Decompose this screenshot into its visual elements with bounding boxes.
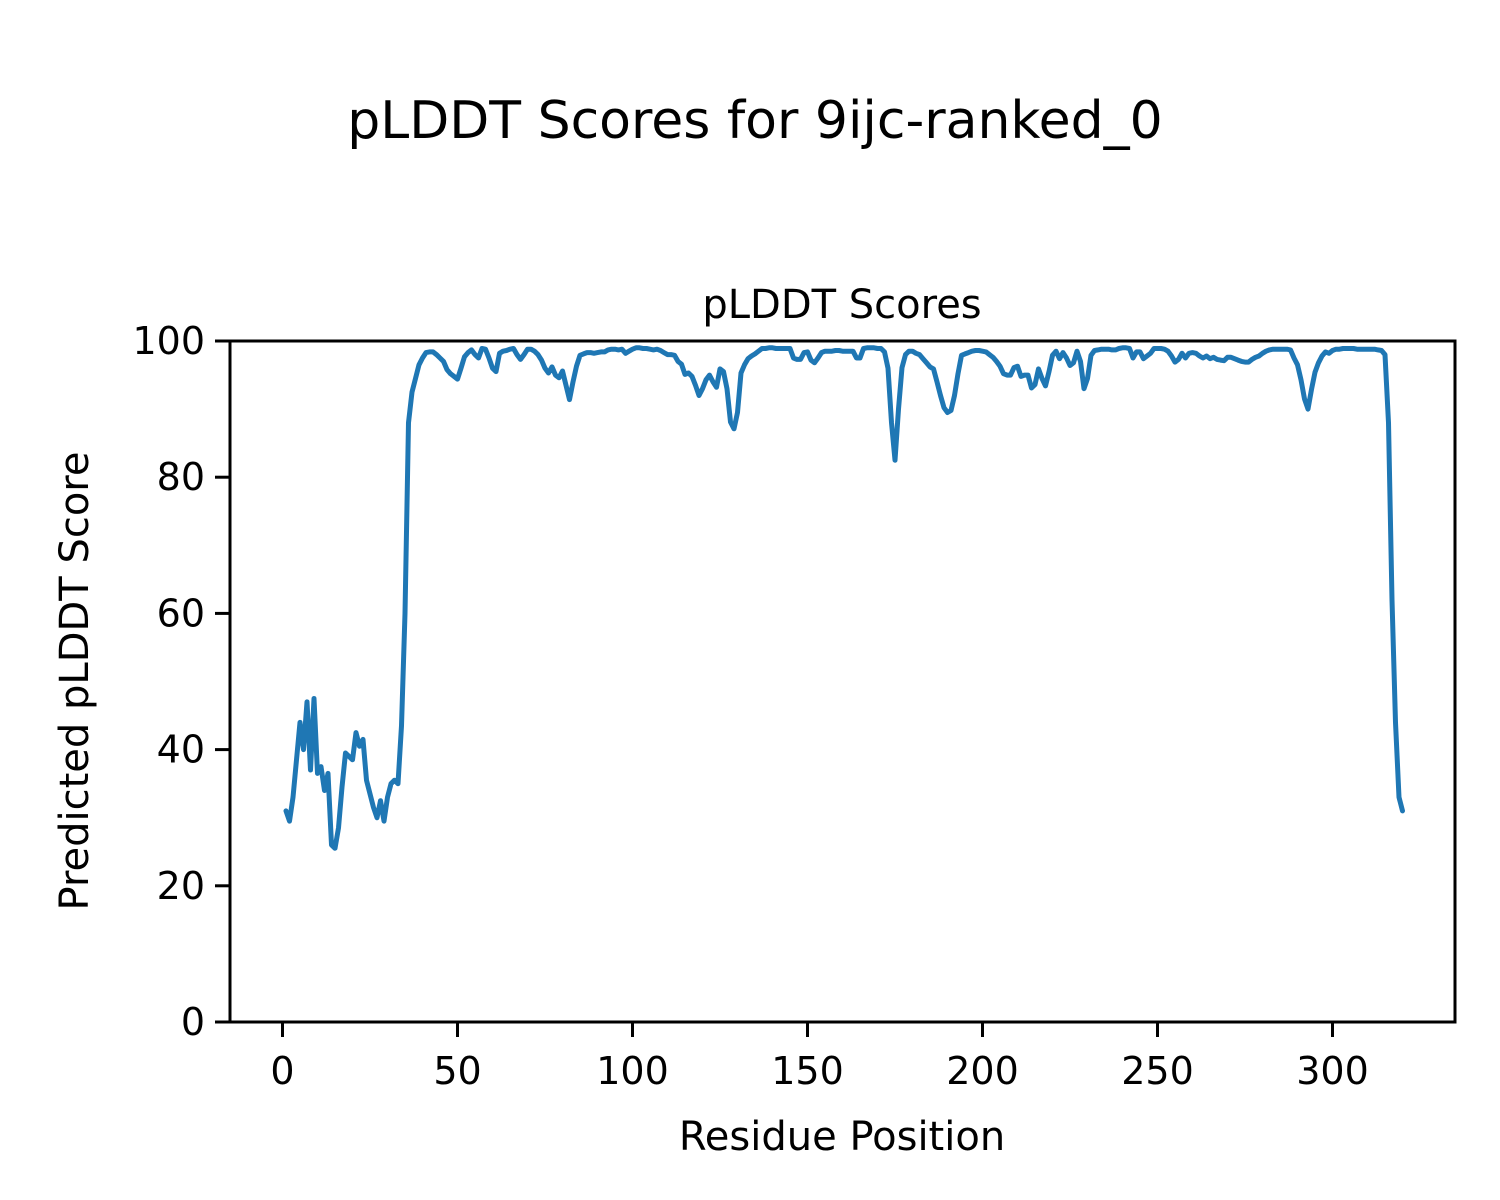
y-tick-label: 100 [132,319,205,363]
x-axis-ticks: 0 50 100 150 200 250 300 [270,1022,1369,1093]
y-tick-label: 40 [157,728,205,772]
x-axis-label: Residue Position [679,1114,1005,1160]
y-tick-label: 20 [157,864,205,908]
y-tick-label: 80 [157,455,205,499]
y-tick-label: 0 [181,1000,205,1044]
x-tick-label: 150 [771,1049,844,1093]
axes-title: pLDDT Scores [702,282,981,328]
y-tick-label: 60 [157,591,205,635]
y-axis-ticks: 0 20 40 60 80 100 [132,319,230,1044]
x-tick-label: 250 [1121,1049,1194,1093]
x-tick-label: 200 [946,1049,1019,1093]
x-tick-label: 0 [270,1049,294,1093]
y-axis-label: Predicted pLDDT Score [52,452,98,911]
plot-area-border [228,339,1457,1024]
figure-title: pLDDT Scores for 9ijc-ranked_0 [347,91,1163,151]
x-tick-label: 100 [596,1049,669,1093]
x-tick-label: 50 [433,1049,481,1093]
x-tick-label: 300 [1296,1049,1369,1093]
plddt-series-line [283,345,1405,851]
